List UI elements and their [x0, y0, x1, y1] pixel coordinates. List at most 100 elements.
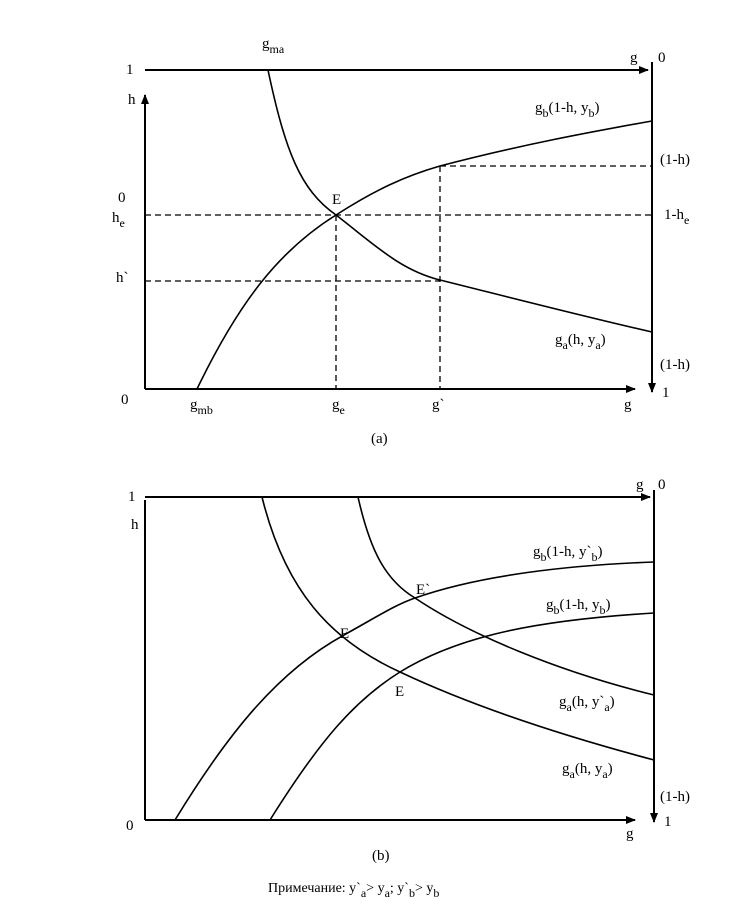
label: g — [636, 477, 644, 493]
subscript: b — [589, 106, 595, 120]
curve — [261, 496, 655, 761]
subscript: e — [340, 403, 345, 417]
label: gb(1-h, yb) — [546, 597, 611, 617]
label-text: g — [562, 761, 570, 777]
label-text: ; y` — [390, 881, 409, 896]
label-text: 0 — [658, 477, 666, 493]
label-text: 1 — [664, 814, 672, 830]
panel-b — [144, 490, 658, 824]
label-text: 0 — [658, 50, 666, 66]
subscript: e — [684, 213, 689, 227]
label-text: ) — [610, 694, 615, 710]
label-text: g — [624, 397, 632, 413]
label-text: g — [630, 50, 638, 66]
label: gmb — [190, 397, 213, 417]
label-text: E — [395, 684, 404, 700]
subscript: a — [361, 886, 367, 900]
label: 0 — [658, 50, 666, 66]
label-text: ) — [598, 544, 603, 560]
curve — [174, 561, 655, 821]
label-text: ) — [606, 597, 611, 613]
label: h` — [116, 270, 129, 286]
label-text: 1-h — [664, 207, 684, 223]
label: 1 — [664, 814, 672, 830]
label: E — [340, 626, 349, 642]
label-text: h — [128, 92, 136, 108]
label: he — [112, 210, 125, 230]
label-text: 1 — [126, 62, 134, 78]
label: ga(h, y`a) — [559, 694, 615, 714]
label-text: g — [636, 477, 644, 493]
label-text: E` — [416, 582, 430, 598]
label: gb(1-h, yb) — [535, 100, 600, 120]
label-text: g — [190, 397, 198, 413]
label: 0 — [121, 392, 129, 408]
subscript: e — [120, 216, 125, 230]
label: g — [624, 397, 632, 413]
subscript: b — [600, 603, 606, 617]
label-text: (a) — [371, 431, 388, 447]
label: h — [131, 517, 139, 533]
label-text: (1-h, y — [560, 597, 600, 613]
label-text: g — [555, 332, 563, 348]
subscript: a — [602, 767, 608, 781]
label-text: ) — [608, 761, 613, 777]
label: 1 — [128, 489, 136, 505]
label-text: Примечание: y` — [268, 881, 361, 896]
label: g` — [432, 397, 445, 413]
curve — [269, 612, 655, 821]
subscript: a — [563, 338, 569, 352]
label-text: > y — [366, 881, 384, 896]
curve — [357, 496, 655, 696]
label-text: g — [332, 397, 340, 413]
label-text: E — [340, 626, 349, 642]
label-text: (1-h, y` — [547, 544, 592, 560]
label-text: 1 — [662, 385, 670, 401]
label: 0 — [118, 190, 126, 206]
panel-a — [141, 62, 656, 393]
label-text: g — [559, 694, 567, 710]
label: E — [332, 192, 341, 208]
subscript: b — [433, 886, 439, 900]
label-text: 0 — [118, 190, 126, 206]
label: 1-he — [664, 207, 689, 227]
label-text: g — [533, 544, 541, 560]
subscript: a — [595, 338, 601, 352]
label-text: g — [535, 100, 543, 116]
label: (a) — [371, 431, 388, 447]
label: 1 — [126, 62, 134, 78]
subscript: ma — [270, 42, 285, 56]
label: ga(h, ya) — [555, 332, 606, 352]
label: E — [395, 684, 404, 700]
subscript: mb — [198, 403, 213, 417]
label-text: 1 — [128, 489, 136, 505]
label: (b) — [372, 848, 390, 864]
label-text: h` — [116, 270, 129, 286]
label: (1-h) — [660, 152, 690, 168]
label: (1-h) — [660, 357, 690, 373]
note: Примечание: y`a> ya; y`b> yb — [268, 881, 439, 900]
label: gma — [262, 36, 285, 56]
label: gb(1-h, y`b) — [533, 544, 603, 564]
subscript: b — [592, 550, 598, 564]
curve — [196, 120, 653, 390]
label-text: h — [112, 210, 120, 226]
label: 1 — [662, 385, 670, 401]
label: 0 — [658, 477, 666, 493]
label: g — [626, 826, 634, 842]
label: ga(h, ya) — [562, 761, 613, 781]
label-text: ) — [601, 332, 606, 348]
subscript: a — [567, 700, 573, 714]
subscript: b — [409, 886, 415, 900]
subscript: b — [543, 106, 549, 120]
label-text: h — [131, 517, 139, 533]
curve — [267, 69, 653, 333]
label-text: g — [262, 36, 270, 52]
label: ge — [332, 397, 345, 417]
label-text: g` — [432, 397, 445, 413]
label-text: (h, y — [575, 761, 603, 777]
subscript: a — [385, 886, 391, 900]
label-text: (b) — [372, 848, 390, 864]
subscript: a — [604, 700, 610, 714]
